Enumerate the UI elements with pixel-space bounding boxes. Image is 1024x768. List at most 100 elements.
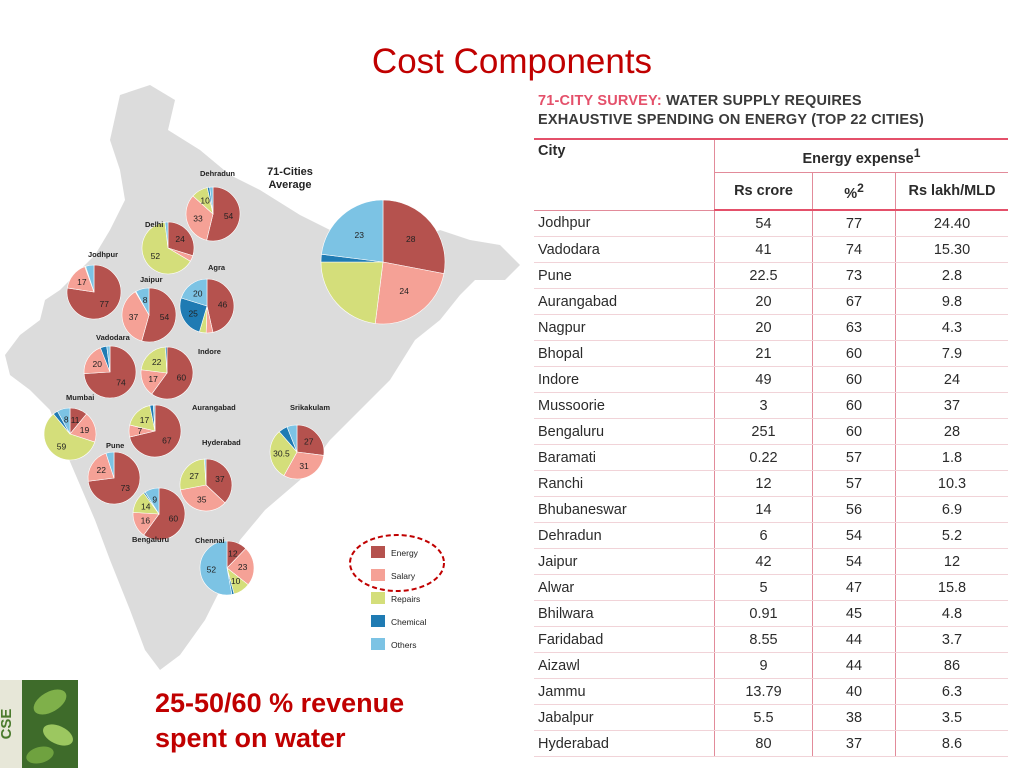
- cse-logo: CSE: [0, 680, 78, 768]
- pie-value-label: 9: [152, 495, 157, 505]
- pie-city-label: Agra: [208, 263, 226, 272]
- pie-value-label: 20: [193, 288, 203, 298]
- pie-value-label: 35: [197, 494, 207, 504]
- pie-city-label: Jaipur: [140, 275, 163, 284]
- pie-slice-repairs: [141, 221, 191, 275]
- pie-city-label: Chennai: [195, 536, 225, 545]
- cell-rs-lakh-mld: 8.6: [895, 730, 1008, 757]
- cell-rs-crore: 12: [714, 470, 813, 497]
- pie-value-label: 54: [160, 312, 170, 322]
- table-row: Dehradun 6 54 5.2: [534, 522, 1008, 549]
- pie-jaipur: 54 37 8 Jaipur: [121, 275, 177, 343]
- pie-value-label: 60: [177, 373, 187, 383]
- caption-line2: spent on water: [155, 723, 346, 753]
- header-percent-sup: 2: [857, 180, 864, 195]
- pie-value-label: 77: [99, 299, 109, 309]
- pie-slice-others: [164, 221, 169, 249]
- legend-swatch-salary: [371, 569, 385, 581]
- cell-city: Bhopal: [534, 340, 715, 367]
- cell-percent: 40: [812, 678, 896, 705]
- legend-label-repairs: Repairs: [391, 594, 420, 604]
- table-row: Hyderabad 80 37 8.6: [534, 730, 1008, 757]
- pie-slice-others: [106, 345, 111, 373]
- pie-value-label: 20: [93, 359, 103, 369]
- cell-percent: 60: [812, 392, 896, 419]
- pie-value-label: 73: [121, 483, 131, 493]
- cell-percent: 60: [812, 418, 896, 445]
- pie-value-label: 8: [64, 414, 69, 424]
- table-row: Jabalpur 5.5 38 3.5: [534, 704, 1008, 731]
- cell-percent: 54: [812, 522, 896, 549]
- slide-title: Cost Components: [371, 42, 653, 81]
- cell-city: Aizawl: [534, 652, 715, 679]
- pie-jodhpur: 77 17 Jodhpur: [66, 250, 122, 320]
- pie-srikakulam: 27 31 30.5 Srikakulam: [269, 403, 330, 480]
- cell-percent: 74: [812, 236, 896, 263]
- pie-city-label: Dehradun: [200, 169, 235, 178]
- pie-slice-others: [85, 264, 95, 293]
- pie-slice-energy: [167, 221, 195, 257]
- table-row: Indore 49 60 24: [534, 366, 1008, 393]
- cell-rs-crore: 42: [714, 548, 813, 575]
- pie-value-label: 30.5: [273, 449, 290, 459]
- cell-city: Jodhpur: [534, 210, 715, 237]
- table-row: Bhilwara 0.91 45 4.8: [534, 600, 1008, 627]
- pie-city-label: Mumbai: [66, 393, 94, 402]
- header-rs-lakh-mld: Rs lakh/MLD: [895, 172, 1008, 211]
- cell-rs-lakh-mld: 2.8: [895, 262, 1008, 289]
- cell-city: Pune: [534, 262, 715, 289]
- pie-value-label: 17: [148, 374, 158, 384]
- table-row: Vadodara 41 74 15.30: [534, 236, 1008, 263]
- cell-city: Baramati: [534, 444, 715, 471]
- pie-slice-others: [135, 287, 150, 317]
- pie-value-label: 25: [188, 308, 198, 318]
- cell-rs-lakh-mld: 15.8: [895, 574, 1008, 601]
- legend-label-chemical: Chemical: [391, 617, 427, 627]
- pie-slice-others: [57, 407, 71, 435]
- table-row: Jammu 13.79 40 6.3: [534, 678, 1008, 705]
- pie-value-label: 10: [200, 195, 210, 205]
- table-row: Bhopal 21 60 7.9: [534, 340, 1008, 367]
- cell-rs-crore: 54: [714, 210, 813, 237]
- cell-percent: 57: [812, 470, 896, 497]
- pie-dehradun: 54 33 10 Dehradun: [185, 169, 241, 242]
- cell-rs-lakh-mld: 6.3: [895, 678, 1008, 705]
- cell-percent: 67: [812, 288, 896, 315]
- cell-rs-crore: 20: [714, 314, 813, 341]
- legend-swatch-chemical: [371, 615, 385, 627]
- header-percent: %2: [812, 172, 896, 211]
- table-heading-line2: EXHAUSTIVE SPENDING ON ENERGY (TOP 22 CI…: [538, 112, 925, 128]
- pie-slice-energy: [296, 424, 325, 456]
- pie-city-label: Indore: [198, 347, 221, 356]
- cell-rs-lakh-mld: 6.9: [895, 496, 1008, 523]
- pie-slice-energy: [206, 278, 235, 333]
- pie-slice-others: [209, 186, 214, 215]
- pie-slice-energy: [151, 346, 194, 400]
- legend-label-salary: Salary: [391, 571, 416, 581]
- pie-value-label: 54: [224, 211, 234, 221]
- pie-value-label: 27: [304, 437, 314, 447]
- cell-rs-crore: 14: [714, 496, 813, 523]
- caption: 25-50/60 % revenue spent on water: [155, 686, 404, 756]
- pie-value-label: 23: [354, 230, 364, 240]
- pie-value-label: 27: [189, 471, 199, 481]
- cell-city: Bhubaneswar: [534, 496, 715, 523]
- pie-value-label: 17: [140, 415, 150, 425]
- pie-slice-salary: [87, 452, 115, 482]
- pie-value-label: 31: [299, 461, 309, 471]
- cell-city: Dehradun: [534, 522, 715, 549]
- cell-city: Bengaluru: [534, 418, 715, 445]
- pie-slice-energy: [129, 404, 182, 458]
- cell-rs-crore: 3: [714, 392, 813, 419]
- table-row: Alwar 5 47 15.8: [534, 574, 1008, 601]
- pie-value-label: 52: [151, 251, 161, 261]
- pie-vadodara: 74 20 Vadodara: [83, 333, 137, 399]
- cell-city: Hyderabad: [534, 730, 715, 757]
- caption-line1: 25-50/60 % revenue: [155, 688, 405, 718]
- table-row: Ranchi 12 57 10.3: [534, 470, 1008, 497]
- pie-indore: 60 17 22 Indore: [140, 346, 221, 400]
